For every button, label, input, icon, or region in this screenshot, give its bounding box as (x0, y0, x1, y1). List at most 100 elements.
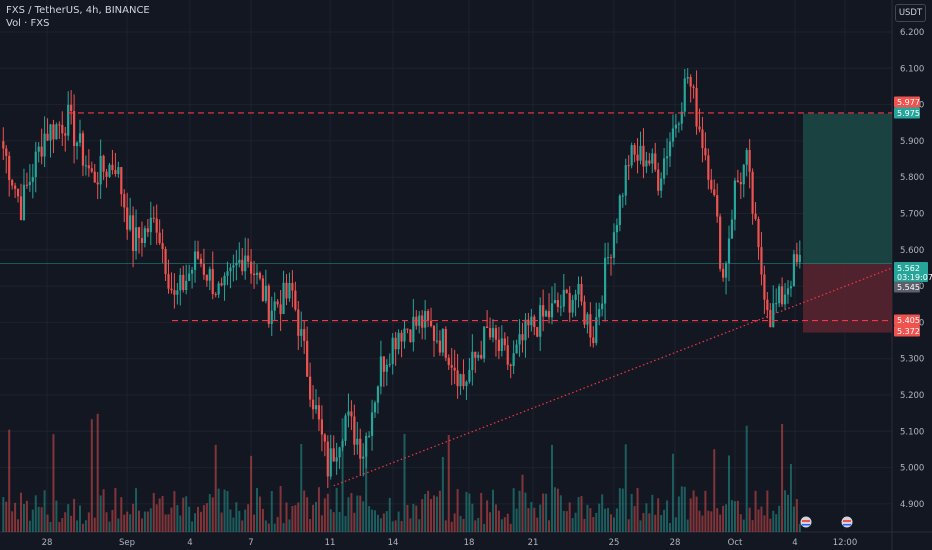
candle-body[interactable] (427, 311, 430, 321)
candle-body[interactable] (612, 232, 616, 258)
candle-body[interactable] (553, 300, 557, 304)
candle-body[interactable] (648, 160, 651, 164)
candle-body[interactable] (710, 179, 713, 190)
candle-body[interactable] (415, 316, 418, 326)
candle-body[interactable] (267, 285, 270, 324)
candle-body[interactable] (539, 305, 542, 337)
candle-body[interactable] (772, 303, 775, 328)
candle-body[interactable] (736, 180, 739, 182)
candle-body[interactable] (320, 419, 323, 435)
candle-body[interactable] (170, 288, 173, 291)
candle-body[interactable] (547, 311, 551, 318)
candle-body[interactable] (37, 146, 40, 152)
candle-body[interactable] (270, 310, 273, 324)
candle-body[interactable] (182, 274, 185, 291)
candle-body[interactable] (350, 411, 353, 417)
candle-body[interactable] (474, 351, 477, 358)
candle-body[interactable] (379, 356, 382, 387)
candle-body[interactable] (55, 124, 58, 140)
candle-body[interactable] (332, 448, 335, 462)
candle-body[interactable] (49, 124, 52, 141)
candle-body[interactable] (545, 311, 548, 317)
candle-body[interactable] (43, 133, 46, 157)
candle-body[interactable] (370, 412, 374, 436)
candle-body[interactable] (388, 364, 391, 366)
candle-body[interactable] (769, 310, 772, 328)
candle-body[interactable] (329, 448, 332, 477)
candle-body[interactable] (391, 337, 394, 365)
candle-body[interactable] (102, 155, 105, 172)
candle-body[interactable] (636, 154, 639, 161)
candle-body[interactable] (786, 288, 790, 295)
candle-body[interactable] (309, 376, 312, 400)
candle-body[interactable] (609, 257, 613, 259)
candle-body[interactable] (766, 299, 769, 311)
candle-body[interactable] (96, 182, 99, 185)
candle-body[interactable] (84, 165, 87, 167)
candle-body[interactable] (663, 158, 666, 179)
candle-body[interactable] (323, 434, 326, 442)
candle-body[interactable] (621, 195, 624, 197)
candle-body[interactable] (52, 124, 55, 140)
candle-body[interactable] (509, 364, 512, 367)
candle-body[interactable] (314, 405, 318, 410)
candle-body[interactable] (409, 329, 412, 343)
candle-body[interactable] (550, 303, 554, 318)
candle-body[interactable] (199, 258, 203, 265)
candle-body[interactable] (75, 142, 79, 147)
candle-body[interactable] (657, 169, 660, 191)
candle-body[interactable] (571, 299, 574, 313)
candle-body[interactable] (447, 357, 450, 365)
candle-body[interactable] (654, 153, 657, 170)
candle-body[interactable] (238, 259, 241, 263)
candle-body[interactable] (114, 170, 117, 174)
candle-body[interactable] (300, 329, 303, 336)
stop-loss-zone[interactable] (803, 263, 892, 333)
candle-body[interactable] (506, 345, 509, 365)
candle-body[interactable] (149, 217, 152, 233)
candle-body[interactable] (261, 278, 264, 301)
candle-body[interactable] (365, 435, 368, 457)
candle-body[interactable] (202, 264, 205, 275)
candle-body[interactable] (665, 156, 669, 159)
candle-body[interactable] (288, 283, 291, 299)
candle-body[interactable] (229, 267, 232, 272)
candle-body[interactable] (536, 327, 539, 337)
symbol-title[interactable]: FXS / TetherUS, 4h, BINANCE (6, 5, 150, 16)
candle-body[interactable] (205, 274, 208, 281)
candle-body[interactable] (282, 282, 285, 315)
candle-body[interactable] (488, 327, 492, 338)
candle-body[interactable] (28, 181, 31, 186)
candle-body[interactable] (193, 251, 197, 270)
candle-body[interactable] (456, 370, 459, 387)
candle-body[interactable] (624, 165, 627, 196)
candle-body[interactable] (220, 283, 223, 286)
candle-body[interactable] (117, 167, 120, 174)
candle-body[interactable] (722, 268, 725, 278)
candle-body[interactable] (760, 247, 763, 275)
candle-body[interactable] (90, 168, 93, 172)
candle-body[interactable] (123, 194, 126, 208)
candle-body[interactable] (158, 232, 161, 244)
candle-body[interactable] (11, 180, 14, 186)
candle-body[interactable] (595, 317, 598, 344)
candle-body[interactable] (730, 219, 734, 239)
candle-body[interactable] (745, 150, 748, 165)
candle-body[interactable] (592, 337, 595, 344)
candle-body[interactable] (704, 148, 707, 156)
candle-body[interactable] (382, 356, 385, 372)
candle-body[interactable] (689, 76, 692, 87)
candle-body[interactable] (674, 124, 677, 129)
candle-body[interactable] (291, 283, 294, 291)
candle-body[interactable] (353, 416, 356, 445)
candle-body[interactable] (185, 280, 188, 291)
candle-body[interactable] (344, 415, 347, 441)
candle-body[interactable] (733, 180, 736, 220)
candle-body[interactable] (512, 353, 515, 367)
candle-body[interactable] (285, 282, 288, 299)
candle-body[interactable] (757, 218, 760, 248)
candle-body[interactable] (604, 257, 607, 304)
candle-body[interactable] (78, 133, 82, 143)
candle-body[interactable] (530, 316, 533, 326)
candle-body[interactable] (533, 316, 536, 328)
